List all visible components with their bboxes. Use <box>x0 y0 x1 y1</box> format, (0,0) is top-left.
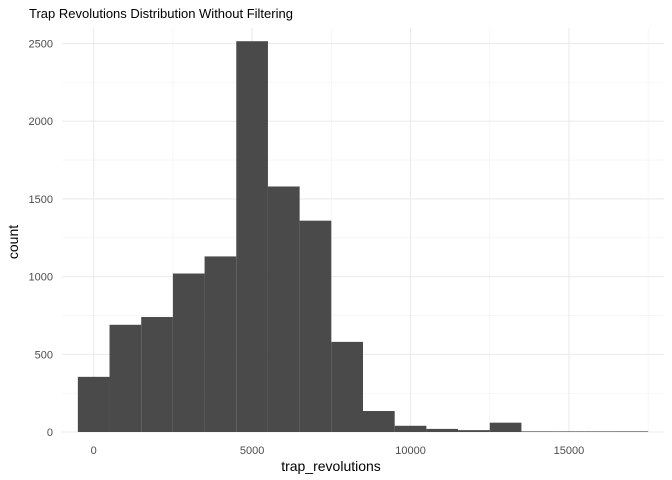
x-tick-label: 5000 <box>240 445 264 457</box>
histogram-bar <box>553 431 585 432</box>
y-axis-title: count <box>5 225 21 259</box>
histogram-bar <box>521 431 554 432</box>
y-tick-label: 0 <box>47 427 53 439</box>
x-tick-label: 10000 <box>395 445 426 457</box>
histogram-bar <box>267 186 300 432</box>
x-tick-labels: 0 5000 10000 15000 <box>91 445 585 457</box>
y-tick-label: 1500 <box>29 194 53 206</box>
histogram-bar <box>141 317 173 432</box>
histogram-bar <box>172 273 205 432</box>
histogram-bar <box>299 220 332 432</box>
histogram-bar <box>363 411 395 432</box>
histogram-bars <box>77 41 649 432</box>
histogram-bar <box>331 341 363 432</box>
histogram-bar <box>458 430 490 432</box>
histogram-bar <box>489 422 522 432</box>
histogram-bar <box>236 41 268 432</box>
y-tick-label: 1000 <box>29 272 53 284</box>
x-axis-title: trap_revolutions <box>281 458 381 474</box>
x-tick-label: 15000 <box>554 445 585 457</box>
y-tick-label: 2500 <box>29 39 53 51</box>
chart-title: Trap Revolutions Distribution Without Fi… <box>29 6 293 21</box>
y-tick-label: 2000 <box>29 116 53 128</box>
histogram-bar <box>616 431 649 432</box>
histogram-bar <box>77 376 110 432</box>
histogram-bar <box>394 425 427 432</box>
histogram-bar <box>109 324 142 432</box>
x-tick-label: 0 <box>91 445 97 457</box>
y-tick-labels: 0 500 1000 1500 2000 2500 <box>29 39 53 439</box>
histogram-bar <box>204 256 237 432</box>
y-tick-label: 500 <box>35 349 53 361</box>
histogram-bar <box>584 431 617 432</box>
histogram-bar <box>426 428 459 432</box>
